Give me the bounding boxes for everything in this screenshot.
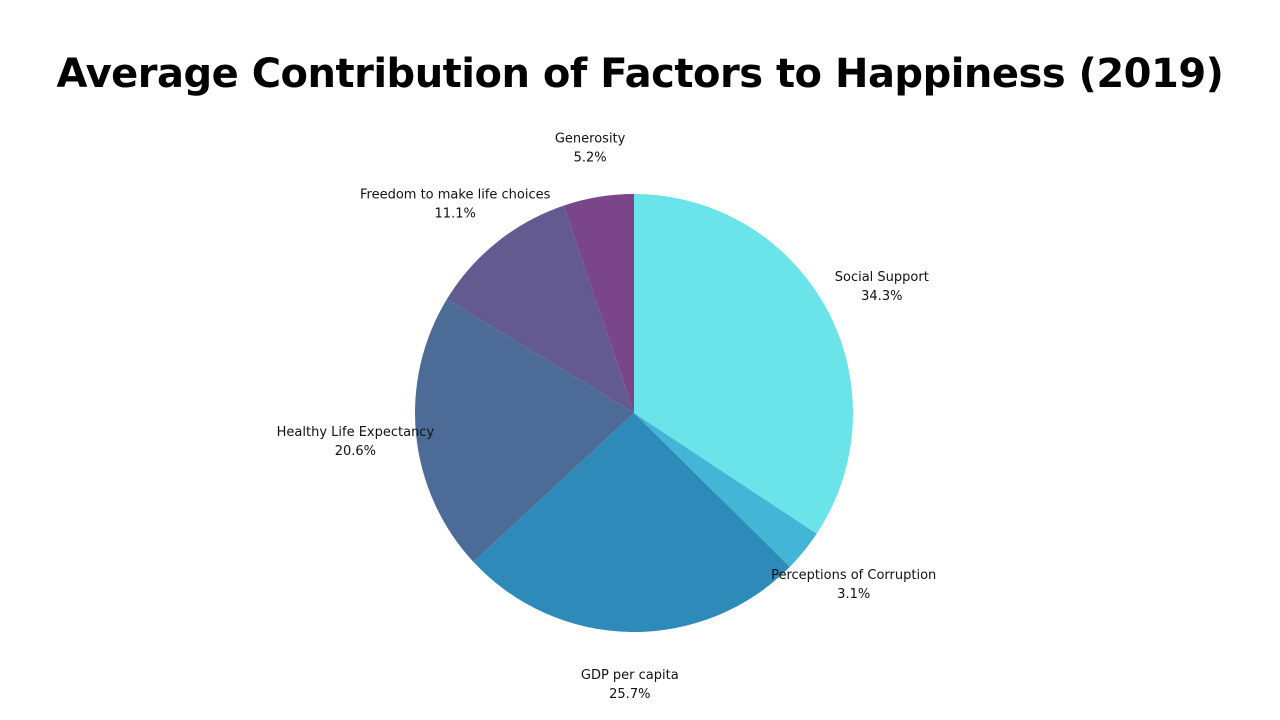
chart-title: Average Contribution of Factors to Happi… (56, 51, 1224, 97)
slice-category-label: Perceptions of Corruption (771, 568, 936, 583)
slice-label: Generosity 5.2% (555, 132, 626, 166)
pie-slice (563, 194, 634, 413)
slice-label: Social Support 34.3% (835, 270, 929, 304)
pie-slice (473, 413, 790, 633)
slice-label: Freedom to make life choices 11.1% (360, 187, 551, 221)
slice-value-label: 11.1% (435, 206, 476, 221)
pie-slice (634, 413, 817, 567)
pie-slice (634, 194, 853, 534)
slice-category-label: Social Support (835, 270, 929, 285)
slice-label: GDP per capita 25.7% (581, 668, 679, 702)
pie-slice (414, 299, 634, 562)
pie-slices (414, 194, 853, 633)
slice-category-label: Healthy Life Expectancy (277, 425, 435, 440)
pie-labels: Social Support 34.3% Perceptions of Corrup… (277, 132, 937, 702)
slice-category-label: Generosity (555, 132, 626, 147)
slice-category-label: GDP per capita (581, 668, 679, 683)
slice-value-label: 5.2% (574, 151, 607, 166)
slice-value-label: 3.1% (837, 587, 870, 602)
slice-category-label: Freedom to make life choices (360, 187, 551, 202)
slice-value-label: 34.3% (861, 289, 902, 304)
slice-value-label: 20.6% (335, 444, 376, 459)
slice-label: Healthy Life Expectancy 20.6% (277, 425, 435, 459)
slice-value-label: 25.7% (609, 687, 650, 702)
pie-slice (446, 205, 634, 413)
slice-label: Perceptions of Corruption 3.1% (771, 568, 936, 602)
